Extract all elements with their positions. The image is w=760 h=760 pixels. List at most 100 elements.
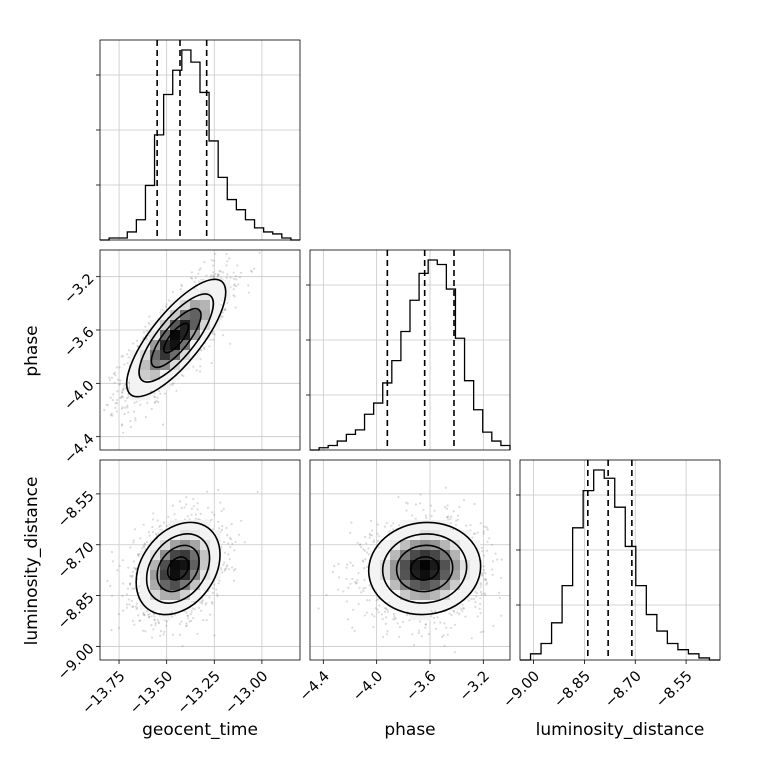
scatter-point [247,291,250,294]
scatter-point [456,518,459,521]
scatter-point [356,579,359,582]
scatter-point [190,619,193,623]
scatter-point [183,506,186,509]
scatter-point [424,623,427,626]
scatter-point [484,578,487,581]
scatter-point [405,501,408,504]
density-cell [200,580,211,591]
scatter-point [164,305,167,308]
scatter-point [122,395,125,398]
scatter-point [199,267,202,270]
scatter-point [228,568,231,571]
scatter-point [229,545,232,549]
scatter-point [218,231,220,233]
scatter-point [349,531,352,534]
scatter-point [225,276,228,279]
density-cell [160,310,171,321]
scatter-point [234,568,237,571]
scatter-point [446,516,449,519]
scatter-point [205,274,208,277]
scatter-point [180,620,183,623]
scatter-point [386,610,390,613]
panel-frame [99,249,301,451]
scatter-point [398,635,401,638]
scatter-point [135,602,138,605]
scatter-point [185,611,188,614]
scatter-point [133,401,136,404]
scatter-point [134,419,137,422]
scatter-point [180,283,183,286]
scatter-point [222,507,225,510]
scatter-point [479,631,482,634]
scatter-point [359,543,362,547]
scatter-point [171,383,174,386]
scatter-point [455,519,458,522]
scatter-point [361,559,364,562]
scatter-point [205,619,208,622]
scatter-point [443,622,446,625]
scatter-point [486,582,489,585]
density-cell [210,300,221,311]
scatter-point [121,423,124,426]
scatter-point [449,517,452,521]
scatter-point [429,504,433,507]
scatter-point [377,546,380,549]
scatter-point [143,542,146,545]
scatter-point [152,512,155,515]
scatter-point [364,586,367,589]
scatter-point [111,414,114,417]
scatter-point [420,635,423,638]
scatter-point [238,533,241,536]
scatter-point [474,590,477,594]
scatter-point [213,259,216,262]
density-cell [180,290,191,301]
scatter-point [141,629,145,632]
scatter-point [132,570,135,574]
scatter-point [453,651,456,654]
scatter-point [479,612,482,615]
scatter-point [478,607,481,610]
scatter-point [424,623,427,626]
scatter-point [233,295,236,298]
scatter-point [483,572,487,575]
scatter-point [351,626,354,629]
scatter-point [213,634,216,637]
scatter-point [498,591,501,594]
scatter-point [130,599,133,602]
scatter-point [132,541,135,544]
density-cell [190,520,201,531]
density-cell [400,560,411,571]
scatter-point [201,600,204,603]
density-cell [150,380,161,391]
scatter-point [143,614,146,617]
scatter-point [331,570,334,574]
density-cell [150,600,161,611]
scatter-point [122,388,125,391]
scatter-point [397,495,400,499]
scatter-point [167,299,170,302]
scatter-point [370,534,374,537]
scatter-point [110,376,114,379]
scatter-point [225,565,228,568]
scatter-point [118,626,121,630]
scatter-point [376,532,379,535]
scatter-point [121,559,124,562]
scatter-point [325,594,328,597]
scatter-point [199,601,202,604]
scatter-point [351,577,354,581]
scatter-point [452,610,455,613]
scatter-point [458,506,461,509]
scatter-point [369,534,372,537]
scatter-point [137,554,140,558]
scatter-point [214,273,217,276]
scatter-point [212,338,215,341]
scatter-point [220,277,223,280]
scatter-point [431,611,434,614]
scatter-point [484,593,487,596]
scatter-point [492,624,495,628]
scatter-point [411,514,414,517]
scatter-point [103,408,106,412]
scatter-point [490,543,493,546]
scatter-point [112,393,115,396]
density-cell [400,570,411,581]
